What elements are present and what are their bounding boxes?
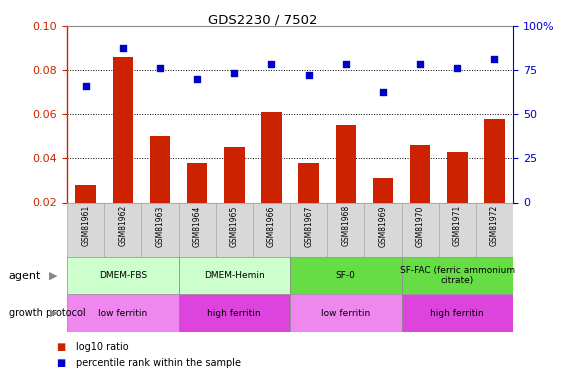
Point [341,61,350,67]
Bar [447,152,468,247]
Point [378,89,388,95]
Bar [410,145,430,247]
Bar [298,163,319,247]
Text: GSM81968: GSM81968 [341,205,350,246]
Bar [253,202,290,257]
Text: SF-FAC (ferric ammonium
citrate): SF-FAC (ferric ammonium citrate) [400,266,515,285]
Text: GSM81961: GSM81961 [81,205,90,246]
Bar [67,294,178,332]
Bar [438,202,476,257]
Text: high ferritin: high ferritin [430,309,484,318]
Bar [290,202,327,257]
Text: GDS2230 / 7502: GDS2230 / 7502 [208,13,317,26]
Text: ■: ■ [57,342,66,352]
Bar [364,202,402,257]
Bar [327,202,364,257]
Bar [75,185,96,247]
Bar [187,163,208,247]
Text: GSM81970: GSM81970 [416,205,424,247]
Text: GSM81965: GSM81965 [230,205,239,247]
Bar [290,257,402,294]
Bar [224,147,244,247]
Text: GSM81967: GSM81967 [304,205,313,247]
Text: growth protocol: growth protocol [9,308,85,318]
Point [155,65,164,71]
Bar [290,294,402,332]
Text: GSM81972: GSM81972 [490,205,499,246]
Point [267,61,276,67]
Text: SF-0: SF-0 [336,271,356,280]
Bar [178,202,216,257]
Text: GSM81964: GSM81964 [192,205,202,247]
Bar [67,257,178,294]
Text: ▶: ▶ [50,308,58,318]
Text: DMEM-FBS: DMEM-FBS [99,271,147,280]
Bar [178,294,290,332]
Bar [216,202,253,257]
Text: ▶: ▶ [50,271,58,280]
Point [452,65,462,71]
Bar [484,119,505,247]
Bar [113,57,133,247]
Bar [476,202,513,257]
Bar [67,202,104,257]
Point [490,56,499,62]
Point [192,76,202,82]
Point [81,83,90,89]
Bar [150,136,170,247]
Text: ■: ■ [57,358,66,368]
Bar [104,202,141,257]
Point [118,45,128,51]
Text: GSM81962: GSM81962 [118,205,127,246]
Point [304,72,313,78]
Text: percentile rank within the sample: percentile rank within the sample [76,358,241,368]
Text: GSM81966: GSM81966 [267,205,276,247]
Point [416,61,425,67]
Point [230,69,239,75]
Bar [402,202,438,257]
Bar [336,125,356,247]
Text: GSM81963: GSM81963 [156,205,164,247]
Bar [402,257,513,294]
Text: GSM81971: GSM81971 [453,205,462,246]
Bar [402,294,513,332]
Bar [178,257,290,294]
Bar [261,112,282,247]
Text: low ferritin: low ferritin [98,309,147,318]
Text: GSM81969: GSM81969 [378,205,388,247]
Text: agent: agent [9,271,41,280]
Text: log10 ratio: log10 ratio [76,342,128,352]
Bar [141,202,178,257]
Text: low ferritin: low ferritin [321,309,370,318]
Bar [373,178,393,247]
Text: DMEM-Hemin: DMEM-Hemin [204,271,265,280]
Text: high ferritin: high ferritin [208,309,261,318]
